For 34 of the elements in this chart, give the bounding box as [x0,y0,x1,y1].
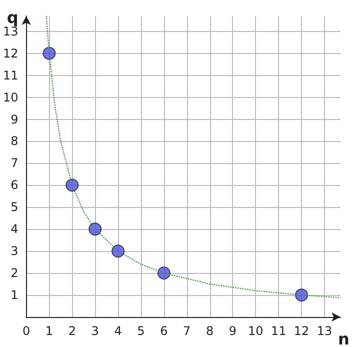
y-tick-label: 7 [10,156,18,170]
y-tick-label: 10 [2,90,18,104]
x-tick-label: 0 [22,324,30,338]
x-tick-label: 11 [270,324,286,338]
x-tick-label: 3 [91,324,99,338]
y-tick-label: 1 [10,288,18,302]
y-tick-label: 8 [10,134,18,148]
x-tick-label: 9 [228,324,237,338]
x-tick-label: 6 [160,324,168,338]
x-tick-label: 2 [68,324,76,338]
point [295,288,308,302]
point [66,178,79,192]
x-tick-label: 10 [248,324,264,338]
x-tick-label: 4 [114,324,122,338]
x-tick-label: 7 [183,324,191,338]
point [42,46,56,60]
y-tick-label: 12 [2,46,18,60]
y-tick-label: 3 [10,244,18,258]
x-tick-label: 13 [316,324,332,338]
y-axis-title: q [6,8,18,27]
point [112,244,125,258]
y-tick-label: 11 [2,68,18,82]
x-tick-label: 12 [294,324,310,338]
x-tick-label: 8 [206,324,214,338]
y-tick-label: 5 [10,200,18,214]
x-tick-label: 1 [45,324,54,338]
y-tick-label: 9 [10,112,18,126]
x-axis-title: n [338,330,350,347]
y-tick-label: 6 [10,178,18,192]
x-tick-label: 5 [137,324,145,338]
point [157,266,170,280]
y-tick-label: 4 [10,222,18,236]
point [88,222,102,236]
y-tick-label: 2 [10,266,18,280]
